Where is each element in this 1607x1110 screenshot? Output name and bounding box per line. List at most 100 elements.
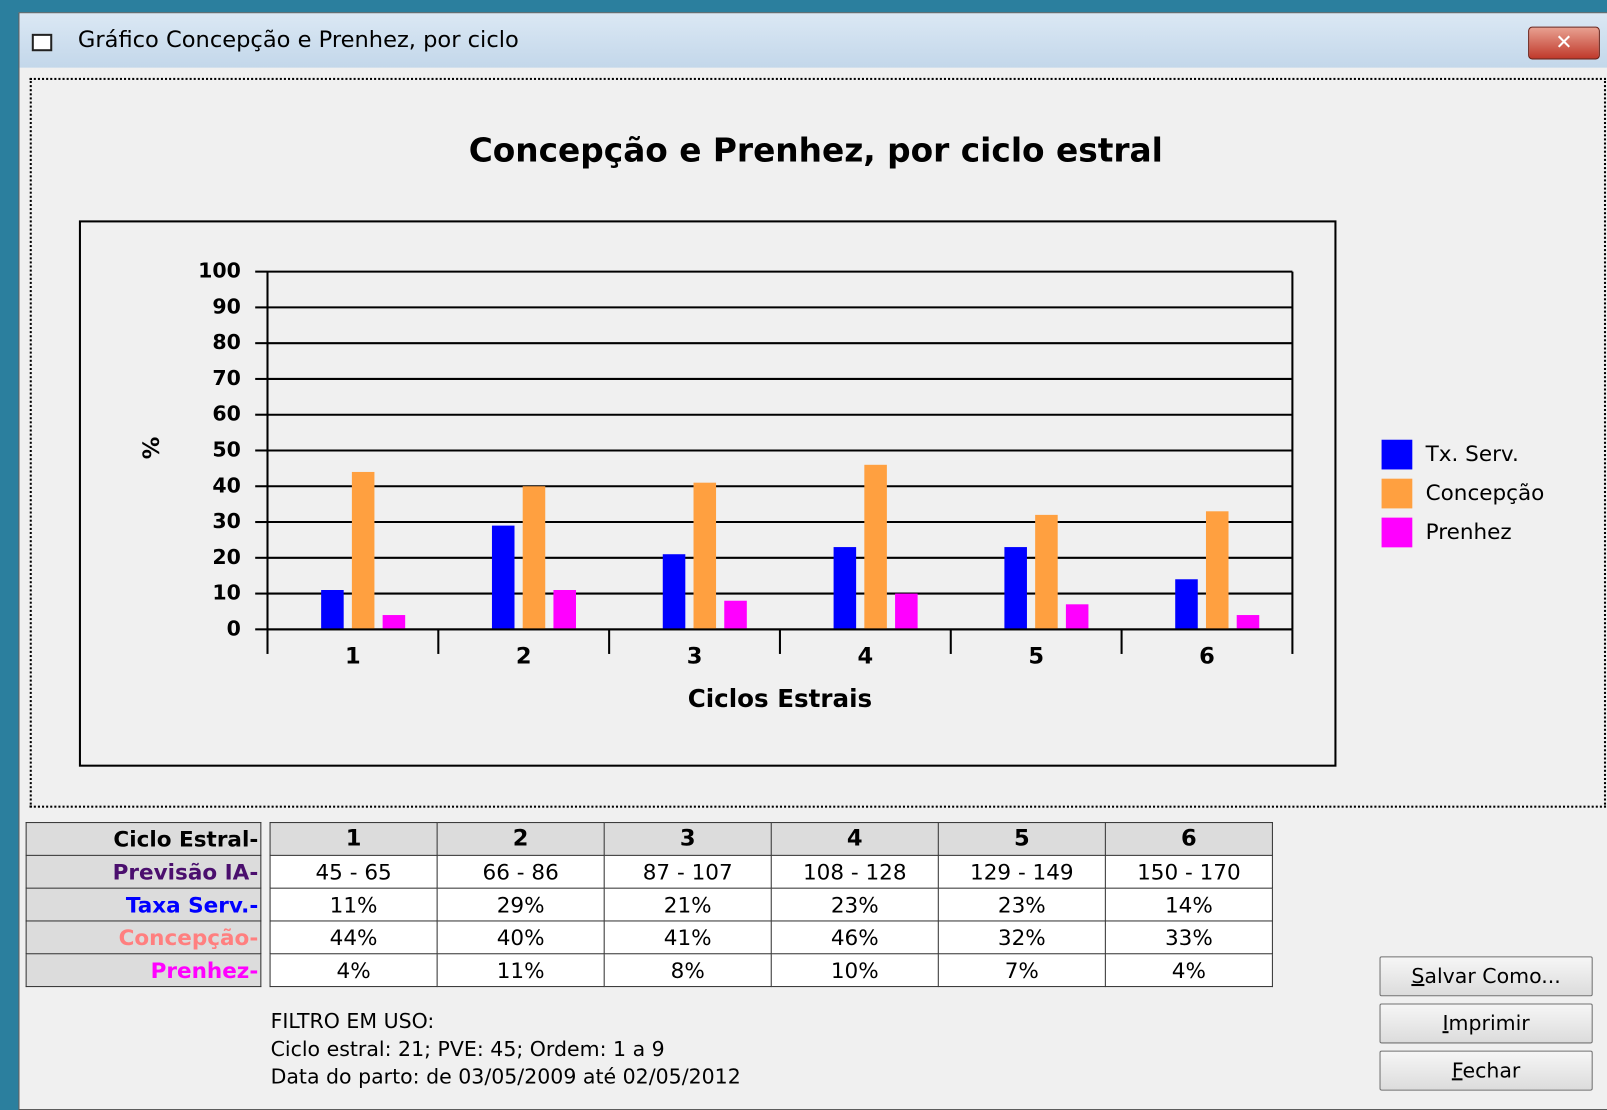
y-tick-label: 50 — [212, 437, 241, 461]
button[interactable]: Imprimir — [1379, 1003, 1593, 1044]
table-cell: 29% — [436, 887, 605, 922]
x-tick-label: 4 — [858, 644, 874, 670]
header-cell: 2 — [436, 822, 605, 856]
table-cell: 23% — [770, 887, 939, 922]
table-cell: 44% — [269, 920, 438, 955]
header-cell: 4 — [770, 822, 939, 856]
y-tick-label: 90 — [212, 294, 241, 318]
header-cell: 6 — [1104, 822, 1273, 856]
table-cell: 14% — [1104, 887, 1273, 922]
legend-label: Tx. Serv. — [1425, 442, 1519, 467]
legend-label: Prenhez — [1426, 520, 1512, 545]
y-tick-label: 40 — [212, 473, 241, 497]
window-icon — [31, 33, 53, 52]
table-cell: 87 - 107 — [603, 854, 772, 889]
header-cell: 5 — [937, 822, 1106, 856]
table-cell: 4% — [1104, 953, 1273, 988]
table-cell: 150 - 170 — [1104, 854, 1273, 889]
spacer — [261, 954, 270, 987]
table-cell: 41% — [603, 920, 772, 955]
bar — [1004, 547, 1027, 630]
legend-swatch — [1381, 517, 1413, 548]
x-tick-label: 3 — [687, 644, 703, 670]
bar — [1035, 514, 1058, 630]
table-row: Concepção- 44% 40% 41% 46% 32% 33% — [25, 920, 1273, 955]
table-cell: 40% — [436, 920, 605, 955]
table-cell: 7% — [937, 953, 1106, 988]
x-tick-label: 6 — [1199, 644, 1215, 670]
x-tick-label: 5 — [1028, 644, 1044, 670]
window-title: Gráfico Concepção e Prenhez, por ciclo — [77, 27, 519, 54]
bar — [864, 464, 887, 630]
row-label: Ciclo Estral- — [25, 822, 262, 856]
table-cell: 11% — [436, 953, 605, 988]
row-label: Previsão IA- — [25, 854, 262, 889]
y-tick-label: 60 — [212, 402, 241, 426]
table-header: Ciclo Estral- 1 2 3 4 5 6 — [25, 822, 1273, 856]
table-cell: 32% — [937, 920, 1106, 955]
table-cell: 23% — [937, 887, 1106, 922]
x-tick-label: 1 — [345, 644, 361, 670]
data-table: Ciclo Estral- 1 2 3 4 5 6 Previsão IA- 45 - 65 66… — [25, 822, 1273, 988]
bar — [895, 593, 918, 630]
header-cell: 1 — [269, 822, 438, 856]
chart-panel — [29, 77, 1607, 808]
y-tick-label: 80 — [212, 330, 241, 354]
bar — [1205, 511, 1229, 630]
bar — [321, 590, 344, 630]
bar — [833, 547, 857, 630]
spacer — [261, 855, 270, 888]
spacer — [261, 823, 270, 856]
bar — [382, 615, 406, 630]
legend-swatch — [1381, 439, 1413, 470]
row-label: Concepção- — [25, 920, 262, 955]
table-row: Previsão IA- 45 - 65 66 - 86 87 - 107 108 - … — [25, 854, 1273, 889]
row-label: Prenhez- — [25, 953, 262, 988]
table-cell: 21% — [603, 887, 772, 922]
bar — [1065, 604, 1089, 630]
y-axis-label: % — [139, 437, 165, 460]
chart-title: Concepção e Prenhez, por ciclo estral — [469, 132, 1163, 170]
bar — [1236, 615, 1260, 630]
filter-line: Ciclo estral: 21; PVE: 45; Ordem: 1 a 9 — [270, 1036, 665, 1061]
y-tick-label: 20 — [212, 545, 241, 569]
row-label: Taxa Serv.- — [25, 887, 262, 922]
bar — [491, 525, 515, 630]
chart: Concepção e Prenhez, por ciclo estral % … — [78, 132, 1545, 767]
filter-info: FILTRO EM USO: Ciclo estral: 21; PVE: 45;… — [271, 1008, 741, 1091]
x-tick-label: 2 — [516, 644, 532, 670]
filter-line: Data do parto: de 03/05/2009 até 02/05/2… — [270, 1063, 741, 1089]
table-cell: 66 - 86 — [436, 854, 605, 889]
window: Gráfico Concepção e Prenhez, por ciclo ✕… — [18, 12, 1607, 1110]
table-cell: 108 - 128 — [770, 854, 939, 889]
bar — [553, 590, 576, 630]
y-tick-label: 30 — [212, 509, 241, 533]
table-cell: 10% — [770, 953, 939, 988]
table-cell: 129 - 149 — [937, 854, 1106, 889]
filter-line: FILTRO EM USO: — [270, 1008, 435, 1034]
legend-label: Concepção — [1426, 481, 1545, 506]
close-button[interactable]: ✕ — [1528, 26, 1600, 60]
header-cell: 3 — [603, 822, 772, 856]
table-row: Prenhez- 4% 11% 8% 10% 7% 4% — [25, 953, 1273, 988]
bar — [724, 600, 747, 630]
table-cell: 8% — [603, 953, 772, 988]
table-row: Taxa Serv.- 11% 29% 21% 23% 23% 14% — [25, 887, 1273, 922]
table-cell: 46% — [770, 920, 939, 955]
legend-swatch — [1381, 478, 1413, 509]
table-cell: 33% — [1104, 920, 1273, 955]
spacer — [261, 888, 270, 921]
button[interactable]: Fechar — [1379, 1050, 1593, 1091]
spacer — [261, 921, 270, 954]
button[interactable]: Salvar Como... — [1379, 956, 1593, 997]
bar — [693, 482, 717, 630]
bar — [662, 554, 686, 630]
table-cell: 11% — [269, 887, 438, 922]
bar — [522, 486, 546, 630]
y-tick-label: 100 — [198, 259, 241, 283]
y-tick-label: 10 — [212, 581, 241, 605]
x-axis-label: Ciclos Estrais — [688, 684, 872, 713]
bar — [351, 471, 375, 630]
bar — [1175, 579, 1198, 630]
